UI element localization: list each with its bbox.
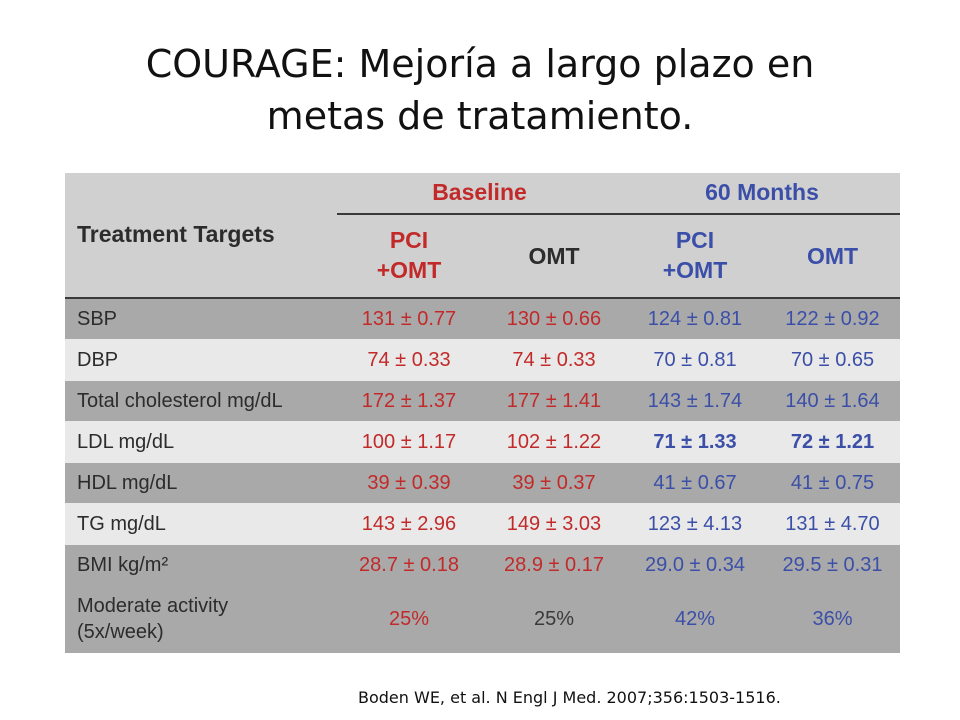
value-baseline-omt: 28.9 ± 0.17	[504, 553, 604, 576]
value-baseline-pci-omt: 74 ± 0.33	[367, 348, 451, 371]
value-60m-pci-omt: 123 ± 4.13	[647, 512, 743, 535]
value-baseline-pci-omt: 28.7 ± 0.18	[359, 553, 459, 576]
row-label: SBP	[77, 307, 118, 330]
value-baseline-pci-omt: 131 ± 0.77	[361, 307, 457, 330]
header-col-baseline-omt: OMT	[528, 243, 580, 269]
value-baseline-omt: 177 ± 1.41	[506, 389, 602, 412]
value-baseline-omt: 25%	[533, 607, 575, 630]
row-label: HDL mg/dL	[77, 471, 178, 494]
value-60m-pci-omt: 70 ± 0.81	[653, 348, 737, 371]
header-bottom-rule	[65, 297, 900, 299]
value-60m-omt: 70 ± 0.65	[790, 348, 875, 371]
value-60m-pci-omt: 143 ± 1.74	[647, 389, 743, 412]
value-60m-omt: 122 ± 0.92	[785, 307, 880, 330]
value-60m-omt: 29.5 ± 0.31	[782, 553, 883, 576]
citation: Boden WE, et al. N Engl J Med. 2007;356:…	[358, 688, 781, 707]
value-60m-pci-omt: 41 ± 0.67	[653, 471, 737, 494]
value-60m-pci-omt: 29.0 ± 0.34	[645, 553, 745, 576]
table-row: Moderate activity (5x/week) 25% 25% 42% 3…	[65, 585, 900, 653]
value-baseline-pci-omt: 143 ± 2.96	[361, 512, 457, 535]
table-row: LDL mg/dL 100 ± 1.17 102 ± 1.22 71 ± 1.3…	[65, 421, 900, 463]
value-baseline-omt: 149 ± 3.03	[506, 512, 602, 535]
value-60m-omt: 140 ± 1.64	[785, 389, 880, 412]
row-label: Total cholesterol mg/dL	[77, 389, 283, 412]
table-row: Total cholesterol mg/dL 172 ± 1.37 177 ±…	[65, 381, 900, 421]
value-baseline-omt: 39 ± 0.37	[512, 471, 596, 494]
title-line-2: metas de tratamiento.	[266, 94, 694, 138]
value-60m-pci-omt: 124 ± 0.81	[647, 307, 743, 330]
row-label: TG mg/dL	[77, 512, 166, 535]
row-label: DBP	[77, 348, 119, 371]
header-col-60m-omt: OMT	[806, 243, 859, 269]
value-baseline-pci-omt: 100 ± 1.17	[361, 430, 457, 453]
value-baseline-omt: 130 ± 0.66	[506, 307, 602, 330]
treatment-targets-table: Treatment Targets Baseline 60 Months PCI…	[65, 173, 900, 653]
value-60m-pci-omt: 71 ± 1.33	[653, 430, 737, 453]
value-baseline-omt: 102 ± 1.22	[506, 430, 602, 453]
value-60m-omt: 72 ± 1.21	[790, 430, 875, 453]
slide-title: COURAGE: Mejoría a largo plazo en metas …	[0, 38, 960, 142]
value-60m-omt: 41 ± 0.75	[790, 471, 875, 494]
table-row: SBP 131 ± 0.77 130 ± 0.66 124 ± 0.81 122…	[65, 299, 900, 339]
table-header-background	[65, 173, 900, 299]
table-row: HDL mg/dL 39 ± 0.39 39 ± 0.37 41 ± 0.67 …	[65, 463, 900, 503]
row-label: BMI kg/m²	[77, 553, 169, 576]
title-line-1: COURAGE: Mejoría a largo plazo en	[145, 42, 815, 86]
header-row-label: Treatment Targets	[77, 221, 275, 247]
table-row: TG mg/dL 143 ± 2.96 149 ± 3.03 123 ± 4.1…	[65, 503, 900, 545]
header-group-baseline: Baseline	[432, 179, 527, 205]
row-label: Moderate activity (5x/week)	[77, 595, 229, 643]
header-col-60m-pci-omt: PCI +OMT	[662, 227, 728, 283]
table-row: BMI kg/m² 28.7 ± 0.18 28.9 ± 0.17 29.0 ±…	[65, 545, 900, 585]
row-label: LDL mg/dL	[77, 430, 175, 453]
value-60m-pci-omt: 42%	[674, 607, 716, 630]
header-col-baseline-pci-omt: PCI +OMT	[376, 227, 442, 283]
value-60m-omt: 131 ± 4.70	[785, 512, 880, 535]
header-group-divider	[337, 213, 900, 215]
value-baseline-pci-omt: 39 ± 0.39	[367, 471, 451, 494]
value-baseline-pci-omt: 25%	[388, 607, 430, 630]
value-baseline-pci-omt: 172 ± 1.37	[361, 389, 457, 412]
value-60m-omt: 36%	[812, 607, 853, 630]
value-baseline-omt: 74 ± 0.33	[512, 348, 596, 371]
header-group-60-months: 60 Months	[705, 179, 819, 205]
table-row: DBP 74 ± 0.33 74 ± 0.33 70 ± 0.81 70 ± 0…	[65, 339, 900, 381]
